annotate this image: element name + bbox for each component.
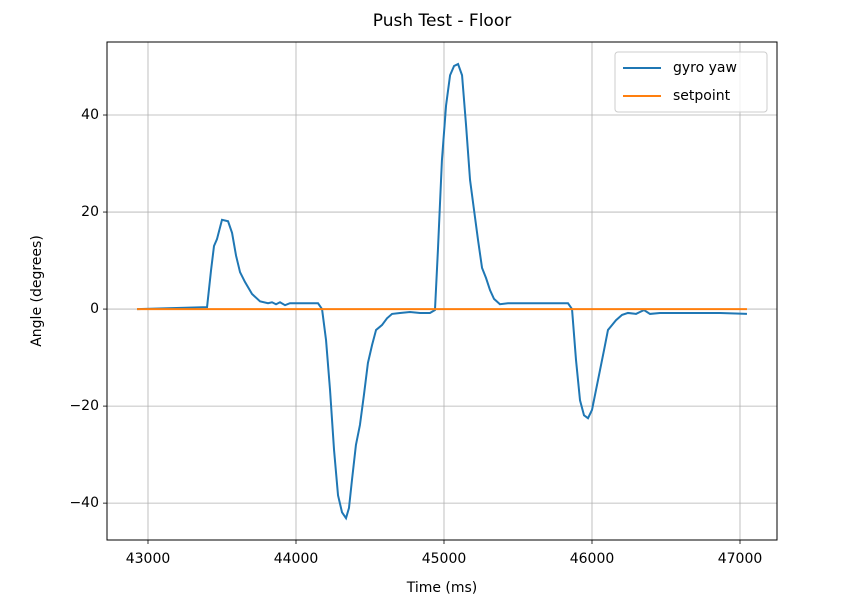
legend-label: setpoint — [673, 88, 731, 104]
x-tick-label: 47000 — [718, 551, 763, 567]
x-axis-label: Time (ms) — [406, 580, 478, 596]
legend: gyro yaw setpoint — [614, 51, 768, 113]
x-tick-label: 45000 — [422, 551, 467, 567]
legend-label: gyro yaw — [673, 60, 737, 76]
x-tick-label: 44000 — [274, 551, 319, 567]
y-axis-label: Angle (degrees) — [29, 235, 45, 347]
x-tick-label: 46000 — [570, 551, 615, 567]
y-tick-label: −20 — [69, 398, 99, 414]
x-tick-label: 43000 — [126, 551, 171, 567]
y-tick-label: 0 — [90, 301, 99, 317]
y-tick-label: 20 — [81, 204, 99, 220]
y-tick-label: 40 — [81, 107, 99, 123]
data-line — [137, 62, 747, 521]
y-tick-label: −40 — [69, 495, 99, 511]
plot-frame — [106, 41, 778, 541]
chart-title: Push Test - Floor — [373, 11, 511, 31]
